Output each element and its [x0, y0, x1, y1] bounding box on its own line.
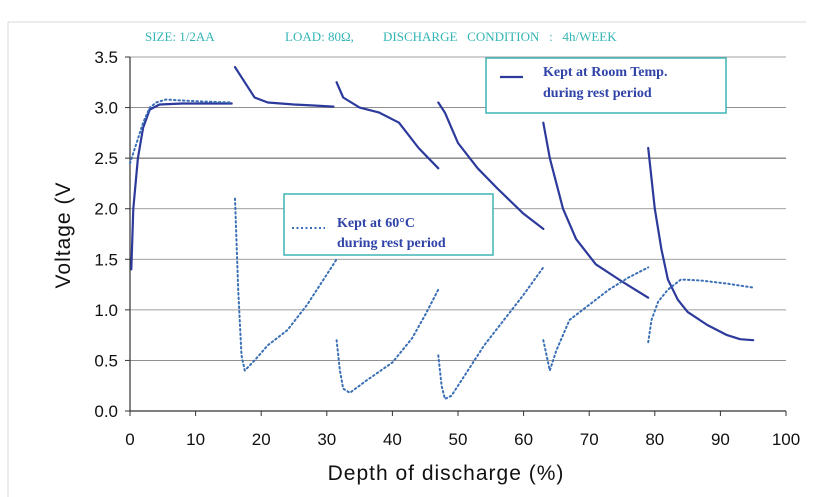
x-tick-label: 100	[772, 430, 800, 449]
legend-room-temp-line2: during rest period	[543, 86, 652, 101]
legend-sixty-c-line2: during rest period	[337, 236, 446, 251]
x-tick-label: 60	[514, 430, 533, 449]
tick-labels: 0.0 0.5 1.0 1.5 2.0 2.5 3.0 3.5 0 10 20 30 40 50 60 70 8…	[94, 48, 800, 449]
legend-room-temp-box	[485, 57, 727, 114]
y-tick-label: 0.5	[94, 351, 118, 370]
x-tick-label: 20	[252, 430, 271, 449]
x-tick-label: 50	[449, 430, 468, 449]
sixty-c-series-segment-5	[542, 266, 650, 372]
x-tick-label: 10	[186, 430, 205, 449]
legend-room-temp: Kept at Room Temp. during rest period	[485, 57, 727, 114]
sixty-c-series-segment-3	[335, 288, 440, 394]
y-tick-label: 3.5	[94, 48, 118, 67]
legend-room-temp-line1: Kept at Room Temp.	[543, 65, 667, 80]
room-temp-series-segment-3	[335, 81, 440, 170]
y-tick-label: 0.0	[94, 402, 118, 421]
y-tick-label: 3.0	[94, 99, 118, 118]
x-axis-title: Depth of discharge (%)	[328, 462, 565, 485]
sixty-c-series-segment-1	[129, 98, 233, 165]
x-tick-label: 70	[580, 430, 599, 449]
x-tick-label: 30	[317, 430, 336, 449]
room-temp-series-segment-6	[647, 146, 755, 342]
legend-sixty-c-line1: Kept at 60°C	[337, 216, 415, 231]
y-tick-label: 1.5	[94, 250, 118, 269]
room-temp-series-segment-4	[437, 101, 545, 230]
x-tick-label: 0	[125, 430, 134, 449]
x-tick-label: 40	[383, 430, 402, 449]
header-load-label: LOAD: 80Ω,	[285, 29, 354, 44]
sixty-c-series-segment-4	[437, 266, 545, 400]
room-temp-series-segment-1	[130, 102, 233, 271]
y-tick-label: 2.0	[94, 200, 118, 219]
y-tick-label: 1.0	[94, 301, 118, 320]
axes	[125, 56, 787, 416]
legend-sixty-c-box	[283, 193, 494, 256]
sixty-c-series-segment-2	[234, 197, 338, 372]
header-condition-label: DISCHARGE CONDITION : 4h/WEEK	[383, 29, 617, 44]
legend-sixty-c: Kept at 60°C during rest period	[283, 193, 494, 256]
header-size-label: SIZE: 1/2AA	[145, 29, 215, 44]
room-temp-series-segment-2	[233, 65, 335, 108]
y-axis-title: Voltage (V	[52, 182, 75, 289]
x-tick-label: 90	[711, 430, 730, 449]
series-lines	[129, 65, 755, 400]
x-tick-label: 80	[645, 430, 664, 449]
room-temp-series-segment-5	[542, 121, 650, 299]
sixty-c-series-segment-6	[647, 278, 755, 344]
y-tick-label: 2.5	[94, 149, 118, 168]
